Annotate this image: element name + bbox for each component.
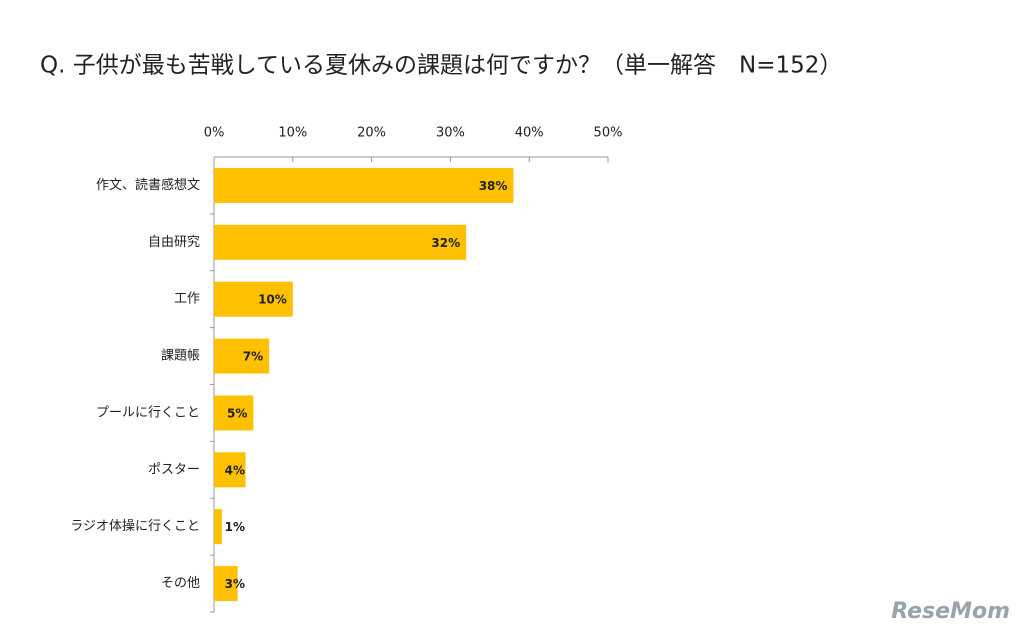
y-tick-label: プールに行くこと [96,405,200,420]
bar [214,338,270,374]
y-tick-label: 作文、読書感想文 [96,177,200,193]
y-tick-label: ポスター [148,462,200,477]
bar [214,224,467,260]
bar [214,566,238,602]
value-label: 10% [258,293,287,307]
x-tick-label: 10% [278,126,307,141]
chart-title: Q. 子供が最も苦戦している夏休みの課題は何ですか？（単一解答 N=152） [40,53,842,79]
bar [214,167,514,203]
y-tick-label: 自由研究 [148,235,200,250]
value-label: 3% [225,577,245,591]
y-tick-label: ラジオ体操に行くこと [70,518,200,534]
x-tick-label: 0% [204,126,225,141]
bar [214,395,254,431]
value-label: 1% [225,520,245,534]
y-tick-label: その他 [161,576,200,591]
y-tick-label: 課題帳 [161,348,200,364]
x-tick-label: 50% [594,126,623,141]
watermark: ReseMom [891,599,1010,624]
value-label: 38% [479,179,508,193]
bar [214,509,222,545]
x-tick-label: 20% [357,126,386,141]
bar [214,452,246,488]
value-label: 7% [243,350,263,364]
bar [214,281,293,317]
value-label: 4% [225,463,245,477]
value-label: 5% [227,406,247,420]
x-tick-label: 40% [515,126,544,141]
y-tick-label: 工作 [174,292,200,307]
value-label: 32% [431,236,460,250]
x-tick-label: 30% [436,126,465,141]
